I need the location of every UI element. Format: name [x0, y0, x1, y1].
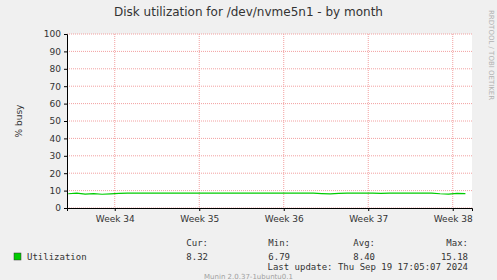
grid-line	[67, 86, 472, 87]
marks	[68, 193, 465, 194]
y-tick: 90	[50, 47, 67, 57]
grid-line	[67, 68, 472, 69]
stat-value: 6.79	[268, 252, 290, 262]
tick-mark	[453, 208, 454, 211]
watermark: RRDTOOL / TOBI OETIKER	[487, 10, 495, 100]
tick-mark	[64, 173, 67, 174]
grid-line	[67, 103, 472, 104]
tick-label: 30	[50, 151, 62, 161]
stat-header: Cur:	[186, 238, 208, 248]
grid-line	[452, 34, 453, 208]
plot-area	[67, 34, 472, 208]
grid-line	[114, 34, 115, 208]
tick-mark	[64, 121, 67, 122]
tick-mark	[368, 208, 369, 211]
last-update: Last update: Thu Sep 19 17:05:07 2024	[268, 262, 468, 272]
tick-label: 60	[50, 99, 62, 109]
tick-label: 100	[44, 29, 61, 39]
y-tick: 20	[50, 169, 67, 179]
legend-label: Utilization	[27, 252, 87, 262]
x-tick: Week 36	[265, 208, 304, 224]
tick-label: 0	[55, 203, 61, 213]
tick-label: Week 36	[265, 214, 304, 224]
legend-swatch	[14, 253, 21, 260]
y-tick: 100	[44, 29, 67, 39]
y-tick: 30	[50, 151, 67, 161]
stat-value: 15.18	[441, 252, 468, 262]
axis-line	[64, 35, 68, 209]
x-tick: Week 38	[434, 208, 473, 224]
credit: Munin 2.0.37-1ubuntu0.1	[204, 273, 293, 280]
grid-line	[67, 138, 472, 139]
tick-mark	[64, 69, 67, 70]
stat-value: 8.32	[186, 252, 208, 262]
tick-label: 70	[50, 82, 62, 92]
grid-line	[283, 34, 284, 208]
y-tick: 40	[50, 134, 67, 144]
y-tick: 60	[50, 99, 67, 109]
tick-mark	[199, 208, 200, 211]
tick-label: 10	[50, 186, 62, 196]
y-tick: 70	[50, 82, 67, 92]
tick-mark	[284, 208, 285, 211]
tick-mark	[64, 156, 67, 157]
tick-mark	[64, 86, 67, 87]
background	[0, 0, 497, 280]
tick-label: Week 35	[180, 214, 219, 224]
chart: Disk utilization for /dev/nvme5n1 - by m…	[0, 0, 497, 280]
tick-mark	[64, 208, 67, 209]
y-tick: 80	[50, 64, 67, 74]
tick-label: 20	[50, 169, 62, 179]
stat-header: Avg:	[353, 238, 375, 248]
tick-mark	[64, 138, 67, 139]
grid-line	[368, 34, 369, 208]
x-axis: Week 34 Week 35 Week 36 Week 37 Week 38	[68, 208, 473, 224]
grid-line	[67, 190, 472, 191]
y-tick: 0	[55, 203, 67, 213]
series-line	[68, 193, 465, 194]
tick-mark	[64, 34, 67, 35]
y-axis: 0 10 20 30 40 50 60 70 80 90 100	[44, 29, 68, 213]
tick-mark	[64, 191, 67, 192]
tick-mark	[64, 104, 67, 105]
stat-header: Min:	[268, 238, 290, 248]
tick-mark	[64, 51, 67, 52]
tick-label: Week 37	[349, 214, 388, 224]
y-label: % busy	[14, 104, 24, 138]
x-tick: Week 34	[96, 208, 135, 224]
tick-mark	[115, 208, 116, 211]
tick-label: 50	[50, 116, 62, 126]
y-tick: 10	[50, 186, 67, 196]
stat-value: 8.40	[353, 252, 375, 262]
grid-line	[67, 121, 472, 122]
tick-label: 90	[50, 47, 62, 57]
axis-line	[68, 209, 473, 212]
grid-line	[67, 155, 472, 156]
grid-line	[67, 34, 472, 35]
y-tick: 50	[50, 116, 67, 126]
title: Disk utilization for /dev/nvme5n1 - by m…	[114, 5, 383, 19]
tick-label: Week 34	[96, 214, 135, 224]
grid-line	[199, 34, 200, 208]
x-tick: Week 37	[349, 208, 388, 224]
grid	[67, 34, 472, 208]
x-tick: Week 35	[180, 208, 219, 224]
tick-label: 80	[50, 64, 62, 74]
grid-line	[67, 173, 472, 174]
tick-label: Week 38	[434, 214, 473, 224]
tick-label: 40	[50, 134, 62, 144]
stat-header: Max:	[446, 238, 468, 248]
grid-line	[67, 51, 472, 52]
